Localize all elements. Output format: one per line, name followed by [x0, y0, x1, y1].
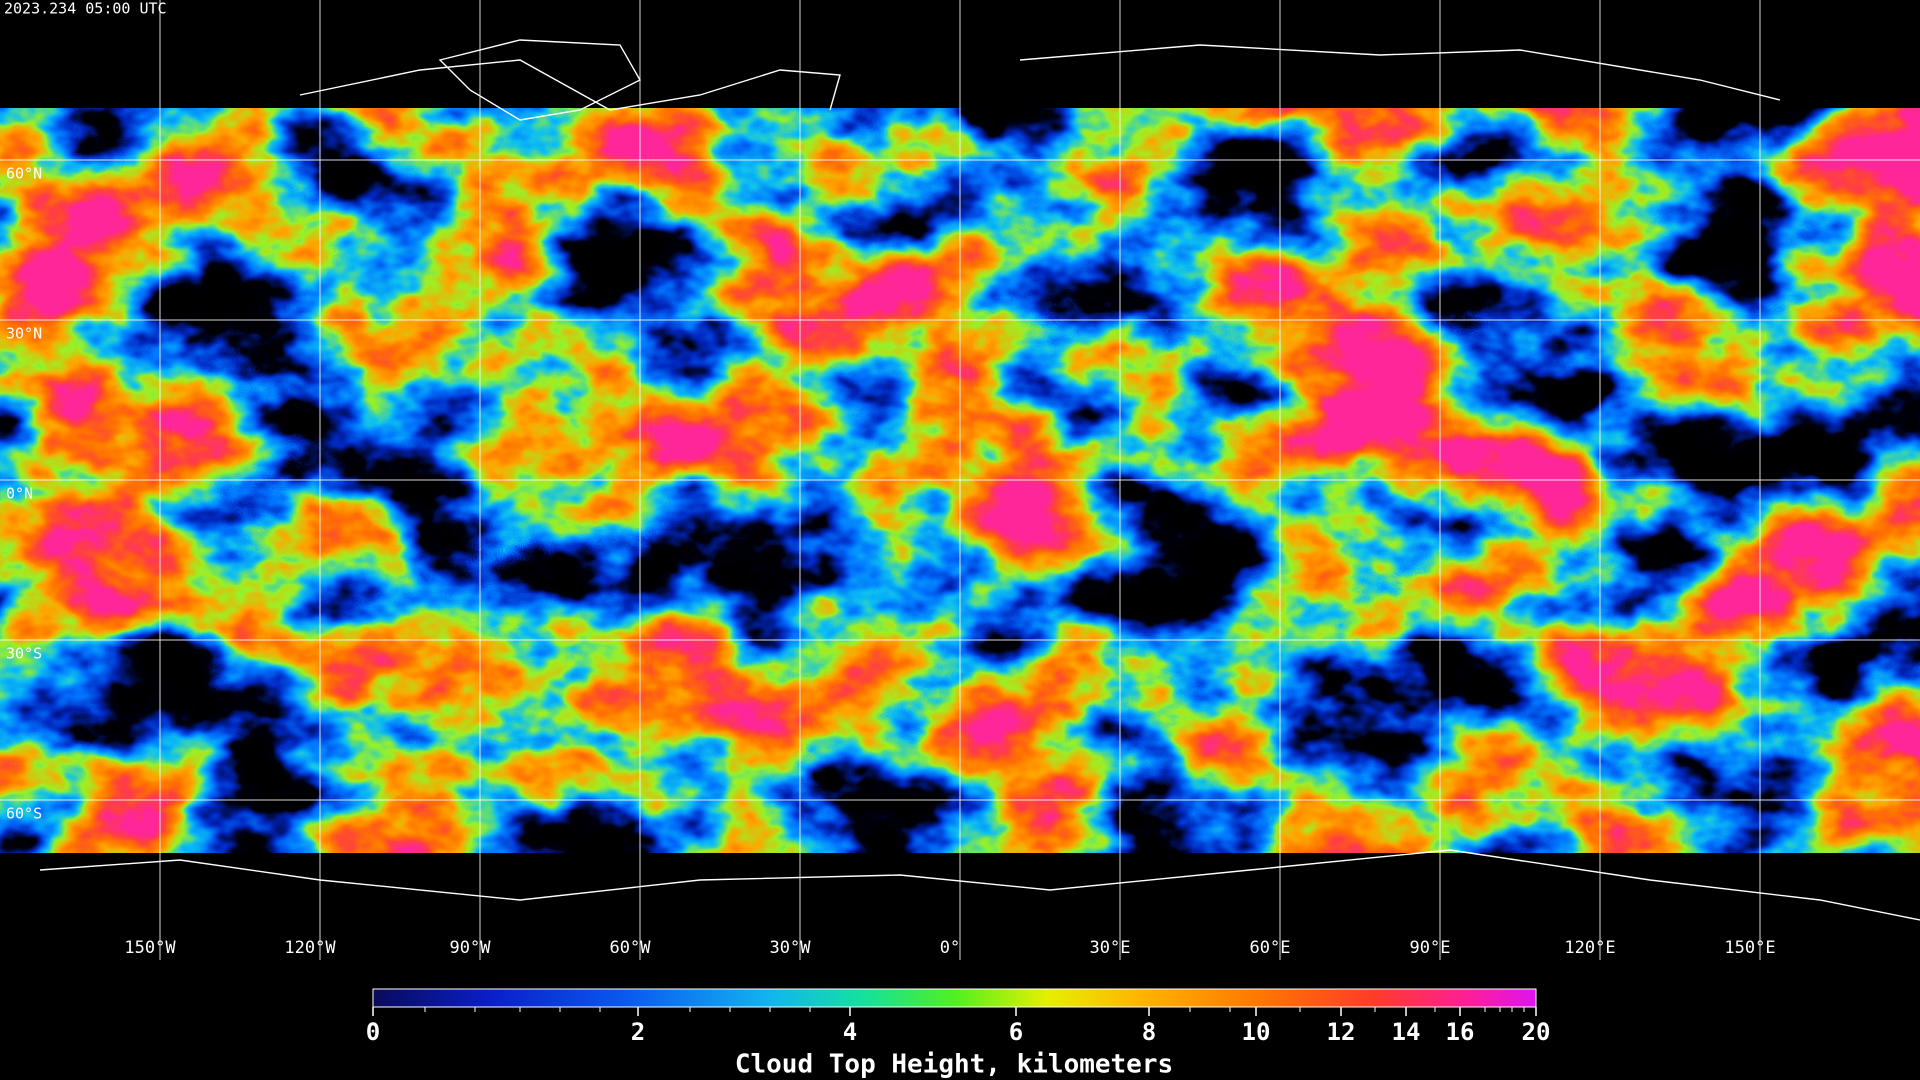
longitude-labels: 150°W 120°W 90°W 60°W 30°W 0° 30°E 60°E 90°E 120°… [124, 938, 1775, 958]
latitude-label: 0°N [6, 485, 33, 503]
longitude-label: 0° [940, 938, 960, 958]
colorbar-title: Cloud Top Height, kilometers [735, 1050, 1173, 1080]
longitude-label: 90°E [1410, 938, 1451, 958]
greenland [438, 39, 641, 121]
longitude-label: 150°E [1724, 938, 1775, 958]
eurasia-north [1019, 44, 1781, 101]
colorbar-tick-label: 0 [366, 1018, 380, 1046]
colorbar-tick-label: 16 [1446, 1018, 1475, 1046]
longitude-label: 90°W [450, 938, 492, 958]
colorbar-tick-label: 6 [1009, 1018, 1023, 1046]
timestamp: 2023.234 05:00 UTC [4, 0, 167, 18]
colorbar-tick-label: 20 [1522, 1018, 1551, 1046]
coastlines [39, 39, 1920, 921]
colorbar-tick-label: 10 [1242, 1018, 1271, 1046]
longitude-label: 30°E [1090, 938, 1131, 958]
longitude-label: 120°E [1564, 938, 1615, 958]
colorbar-tick-label: 4 [843, 1018, 857, 1046]
longitude-label: 150°W [124, 938, 176, 958]
latitude-label: 60°S [6, 805, 42, 823]
arctic-coast [299, 59, 841, 111]
latitude-labels: 60°N 30°N 0°N 30°S 60°S [6, 165, 42, 823]
colorbar-tick-label: 8 [1142, 1018, 1156, 1046]
latitude-label: 30°S [6, 645, 42, 663]
latitude-label: 60°N [6, 165, 42, 183]
colorbar-tick-label: 2 [631, 1018, 645, 1046]
antarctica [39, 849, 1920, 921]
longitude-label: 120°W [284, 938, 336, 958]
longitude-label: 60°E [1250, 938, 1291, 958]
longitude-label: 60°W [610, 938, 652, 958]
colorbar [372, 988, 1537, 1008]
colorbar-ticks: 0 2 4 6 8 10 12 14 16 20 [366, 1007, 1551, 1046]
longitude-label: 30°W [770, 938, 812, 958]
colorbar-tick-label: 12 [1327, 1018, 1356, 1046]
graticule [0, 0, 1920, 960]
colorbar-tick-label: 14 [1392, 1018, 1421, 1046]
latitude-label: 30°N [6, 325, 42, 343]
